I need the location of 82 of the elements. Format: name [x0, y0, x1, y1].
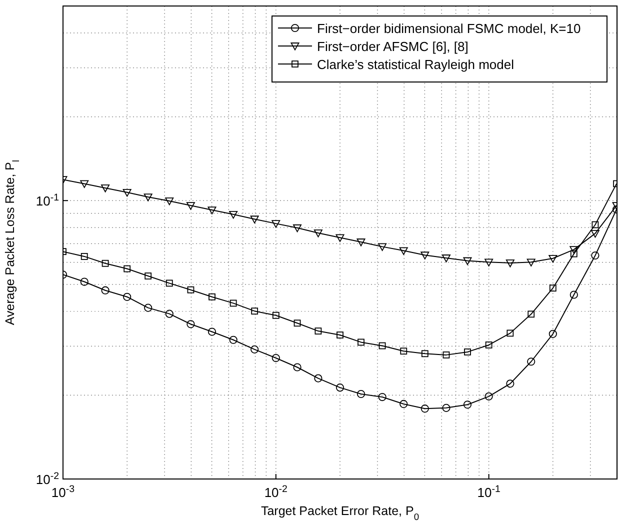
- point: [570, 290, 578, 299]
- point: [250, 345, 259, 354]
- point: [356, 390, 366, 398]
- point: [144, 304, 152, 312]
- point: [272, 354, 280, 362]
- point: [208, 328, 216, 336]
- point: [591, 251, 600, 260]
- point: [272, 220, 280, 228]
- legend-label: First−order AFSMC [6], [8]: [317, 39, 468, 54]
- point: [420, 252, 430, 260]
- legend-label: Clarke’s statistical Rayleigh model: [317, 57, 514, 72]
- point: [187, 286, 194, 294]
- point: [336, 234, 344, 242]
- point: [230, 300, 237, 307]
- point: [80, 278, 88, 286]
- point: [101, 184, 110, 192]
- point: [294, 320, 301, 327]
- point: [101, 286, 110, 294]
- point: [102, 260, 109, 267]
- point: [464, 348, 471, 356]
- point: [251, 308, 258, 315]
- x-axis-title: Target Packet Error Rate, P$_{0}$: [260, 504, 420, 522]
- point: [229, 336, 238, 344]
- point: [144, 194, 152, 202]
- x-tick-label: 10$^{-3}$: [51, 484, 75, 500]
- point: [463, 257, 472, 266]
- point: [549, 284, 556, 292]
- point: [570, 246, 578, 254]
- point: [378, 392, 386, 402]
- point: [506, 260, 514, 268]
- point: [378, 243, 387, 251]
- point: [484, 392, 493, 400]
- point: [208, 206, 216, 214]
- point: [293, 224, 302, 232]
- point: [80, 180, 89, 188]
- point: [356, 238, 366, 246]
- point: [336, 384, 344, 392]
- point: [528, 310, 535, 318]
- point: [122, 188, 132, 197]
- legend-label: First−order bidimensional FSMC model, K=10: [317, 21, 581, 36]
- point: [442, 404, 450, 412]
- point: [314, 374, 322, 382]
- point: [166, 280, 173, 287]
- point: [378, 342, 386, 350]
- point: [358, 338, 364, 346]
- point: [506, 380, 514, 388]
- point: [314, 230, 322, 238]
- point: [400, 348, 408, 355]
- point: [590, 230, 600, 238]
- point: [272, 312, 280, 319]
- point: [186, 202, 195, 210]
- point: [420, 404, 429, 413]
- point: [336, 332, 344, 338]
- point: [484, 258, 494, 266]
- point: [548, 254, 558, 263]
- point: [124, 265, 131, 272]
- point: [506, 330, 514, 337]
- point: [123, 292, 132, 301]
- point: [314, 328, 322, 334]
- point: [548, 330, 557, 338]
- point: [527, 358, 536, 366]
- point: [229, 210, 238, 219]
- point: [400, 400, 408, 408]
- point: [250, 216, 259, 224]
- point: [570, 250, 578, 258]
- point: [165, 310, 174, 318]
- point: [485, 342, 492, 348]
- point: [165, 198, 174, 206]
- point: [186, 320, 195, 328]
- point: [421, 350, 428, 358]
- point: [293, 363, 302, 372]
- point: [80, 253, 88, 260]
- point: [592, 221, 599, 228]
- point: [399, 247, 408, 255]
- point: [208, 293, 216, 300]
- x-tick-label: 10$^{-1}$: [477, 484, 500, 500]
- x-tick-label: 10$^{-2}$: [264, 484, 288, 500]
- point: [442, 351, 450, 358]
- point: [526, 258, 536, 266]
- point: [463, 400, 472, 409]
- point: [144, 272, 152, 280]
- point: [442, 254, 450, 262]
